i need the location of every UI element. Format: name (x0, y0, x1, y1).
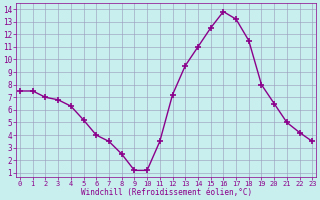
X-axis label: Windchill (Refroidissement éolien,°C): Windchill (Refroidissement éolien,°C) (81, 188, 252, 197)
